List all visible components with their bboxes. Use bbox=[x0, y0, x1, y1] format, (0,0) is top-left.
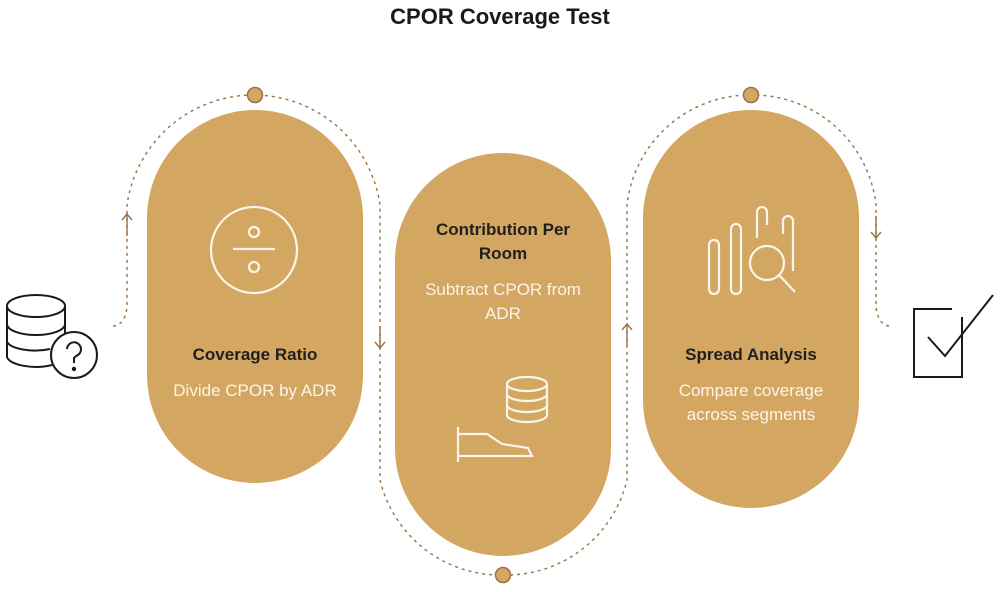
step-text-contribution-per-room: Contribution Per Room Subtract CPOR from… bbox=[405, 218, 601, 326]
division-icon bbox=[209, 205, 299, 295]
flow-arrows bbox=[121, 212, 882, 350]
connector-dot bbox=[246, 86, 264, 104]
connector-dot bbox=[742, 86, 760, 104]
step-title: Contribution Per Room bbox=[435, 220, 571, 263]
diagram-title: CPOR Coverage Test bbox=[390, 4, 610, 29]
step-text-coverage-ratio: Coverage Ratio Divide CPOR by ADR bbox=[157, 343, 353, 403]
arrow-up-icon bbox=[621, 322, 633, 346]
step-description: Divide CPOR by ADR bbox=[173, 381, 337, 400]
bed-database-icon bbox=[456, 375, 549, 462]
connector-step2-arc bbox=[379, 305, 628, 576]
step-title: Spread Analysis bbox=[685, 345, 817, 364]
step-text-spread-analysis: Spread Analysis Compare coverage across … bbox=[653, 343, 849, 427]
step-description: Compare coverage across segments bbox=[678, 381, 824, 424]
flow-connectors bbox=[112, 94, 891, 576]
arrow-down-icon bbox=[870, 216, 882, 240]
connector-step1-arc bbox=[112, 94, 381, 327]
checkbox-check-icon bbox=[913, 294, 994, 378]
step-card-spread-analysis bbox=[643, 110, 859, 508]
step-card-contribution-per-room bbox=[395, 153, 611, 556]
step-card-coverage-ratio bbox=[147, 110, 363, 483]
step-title: Coverage Ratio bbox=[192, 345, 318, 364]
chart-magnifier-icon bbox=[707, 205, 796, 296]
connector-dot bbox=[494, 566, 512, 584]
connector-step3-arc bbox=[626, 94, 891, 327]
database-question-icon bbox=[6, 294, 98, 379]
arrow-up-icon bbox=[121, 212, 133, 236]
arrow-down-icon bbox=[374, 326, 386, 350]
step-description: Subtract CPOR from ADR bbox=[425, 280, 581, 323]
